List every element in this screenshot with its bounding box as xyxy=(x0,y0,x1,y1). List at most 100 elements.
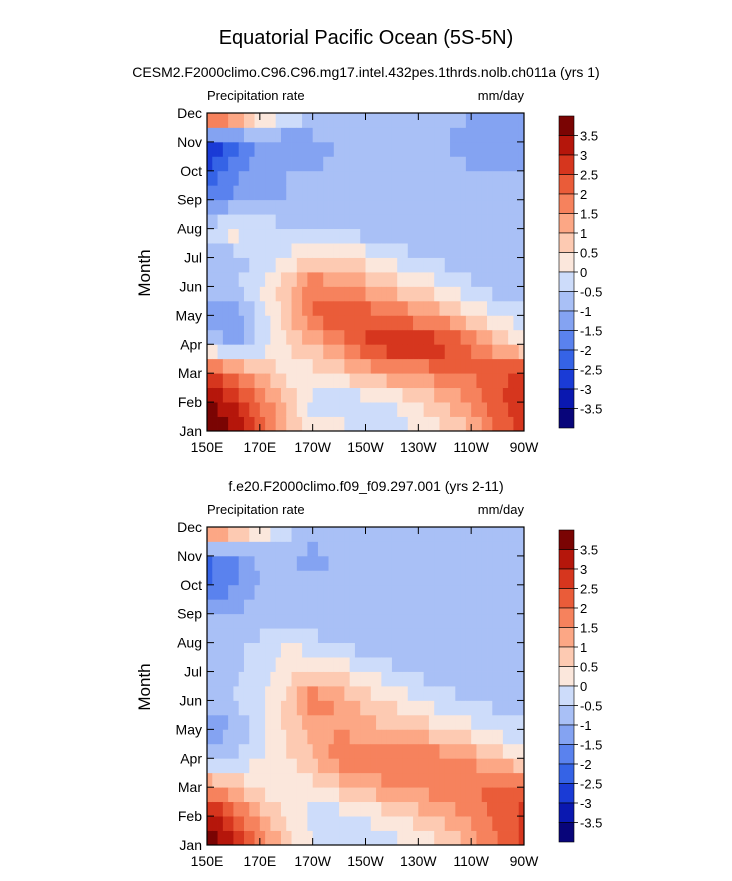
heatmap-cell xyxy=(513,156,520,172)
heatmap-cell xyxy=(360,329,366,345)
heatmap-cell xyxy=(243,257,250,273)
heatmap-cell xyxy=(228,657,234,672)
heatmap-cell xyxy=(317,185,324,201)
heatmap-cell xyxy=(275,584,282,600)
heatmap-cell xyxy=(243,300,250,316)
heatmap-cell xyxy=(265,199,271,215)
heatmap-cell xyxy=(418,714,425,730)
heatmap-cell xyxy=(265,555,271,571)
heatmap-cell xyxy=(228,541,234,557)
heatmap-cell xyxy=(513,300,520,316)
heatmap-cell xyxy=(428,315,435,331)
heatmap-cell xyxy=(407,300,414,316)
heatmap-cell xyxy=(402,628,409,644)
heatmap-cell xyxy=(386,199,393,215)
heatmap-cell xyxy=(413,801,419,817)
heatmap-cell xyxy=(370,402,377,417)
heatmap-cell xyxy=(259,801,266,817)
heatmap-cell xyxy=(212,714,218,730)
heatmap-cell xyxy=(365,700,372,716)
heatmap-cell xyxy=(207,671,213,687)
heatmap-cell xyxy=(328,527,335,542)
heatmap-cell xyxy=(275,628,282,644)
colorbar-swatch xyxy=(558,154,575,175)
colorbar-label: -2 xyxy=(580,757,592,772)
heatmap-cell xyxy=(360,584,366,600)
heatmap-cell xyxy=(344,743,351,759)
heatmap-cell xyxy=(296,243,303,258)
heatmap-cell xyxy=(249,801,255,817)
heatmap-cell xyxy=(518,127,525,143)
heatmap-cell xyxy=(323,228,329,244)
heatmap-cell xyxy=(407,402,414,417)
heatmap-cell xyxy=(386,743,393,759)
heatmap-cell xyxy=(444,416,451,432)
heatmap-cell xyxy=(444,243,451,258)
heatmap-cell xyxy=(238,772,245,788)
heatmap-cell xyxy=(233,141,240,157)
heatmap-cell xyxy=(222,127,229,143)
heatmap-cell xyxy=(428,743,435,759)
heatmap-cell xyxy=(228,599,234,615)
heatmap-cell xyxy=(497,527,504,542)
heatmap-cell xyxy=(418,642,425,658)
heatmap-cell xyxy=(460,657,467,672)
heatmap-cell xyxy=(481,416,488,432)
colorbar-swatch xyxy=(558,744,575,765)
heatmap-cell xyxy=(476,358,483,374)
heatmap-cell xyxy=(307,228,314,244)
heatmap-cell xyxy=(481,686,488,701)
heatmap-cell xyxy=(508,686,514,701)
heatmap-cell xyxy=(296,628,303,644)
heatmap-cell xyxy=(518,387,525,403)
heatmap-cell xyxy=(434,113,440,128)
heatmap-cell xyxy=(259,272,266,287)
heatmap-cell xyxy=(228,185,234,201)
heatmap-cell xyxy=(518,113,525,128)
heatmap-cell xyxy=(386,300,393,316)
heatmap-cell xyxy=(365,758,372,774)
heatmap-cell xyxy=(249,700,255,716)
heatmap-cell xyxy=(418,402,425,417)
heatmap-cell xyxy=(428,758,435,774)
heatmap-cell xyxy=(465,329,472,345)
heatmap-cell xyxy=(233,772,240,788)
heatmap-cell xyxy=(270,729,277,745)
heatmap-cell xyxy=(312,555,319,571)
heatmap-cell xyxy=(344,127,351,143)
heatmap-cell xyxy=(492,570,498,586)
heatmap-cell xyxy=(450,156,456,172)
heatmap-cell xyxy=(460,387,467,403)
heatmap-cell xyxy=(465,214,472,230)
heatmap-cell xyxy=(302,555,308,571)
heatmap-cell xyxy=(455,286,461,302)
heatmap-cell xyxy=(381,185,388,201)
heatmap-cell xyxy=(365,801,372,817)
heatmap-cell xyxy=(275,329,282,345)
heatmap-cell xyxy=(302,671,308,687)
heatmap-cell xyxy=(280,816,287,831)
heatmap-cell xyxy=(286,801,292,817)
heatmap-cell xyxy=(333,729,340,745)
heatmap-cell xyxy=(376,199,382,215)
heatmap-cell xyxy=(280,214,287,230)
heatmap-cell xyxy=(376,729,382,745)
heatmap-cell xyxy=(323,801,329,817)
heatmap-cell xyxy=(328,541,335,557)
heatmap-cell xyxy=(270,758,277,774)
heatmap-cell xyxy=(381,801,388,817)
heatmap-cell xyxy=(418,373,425,389)
heatmap-cell xyxy=(407,816,414,831)
heatmap-cell xyxy=(265,729,271,745)
heatmap-cell xyxy=(481,243,488,258)
heatmap-cell xyxy=(508,599,514,615)
heatmap-cell xyxy=(207,700,213,716)
heatmap-cell xyxy=(323,816,329,831)
heatmap-cell xyxy=(460,570,467,586)
heatmap-cell xyxy=(249,541,255,557)
heatmap-cell xyxy=(370,358,377,374)
heatmap-cell xyxy=(270,787,277,803)
heatmap-cell xyxy=(222,613,229,629)
heatmap-cell xyxy=(307,272,314,287)
heatmap-cell xyxy=(233,257,240,273)
